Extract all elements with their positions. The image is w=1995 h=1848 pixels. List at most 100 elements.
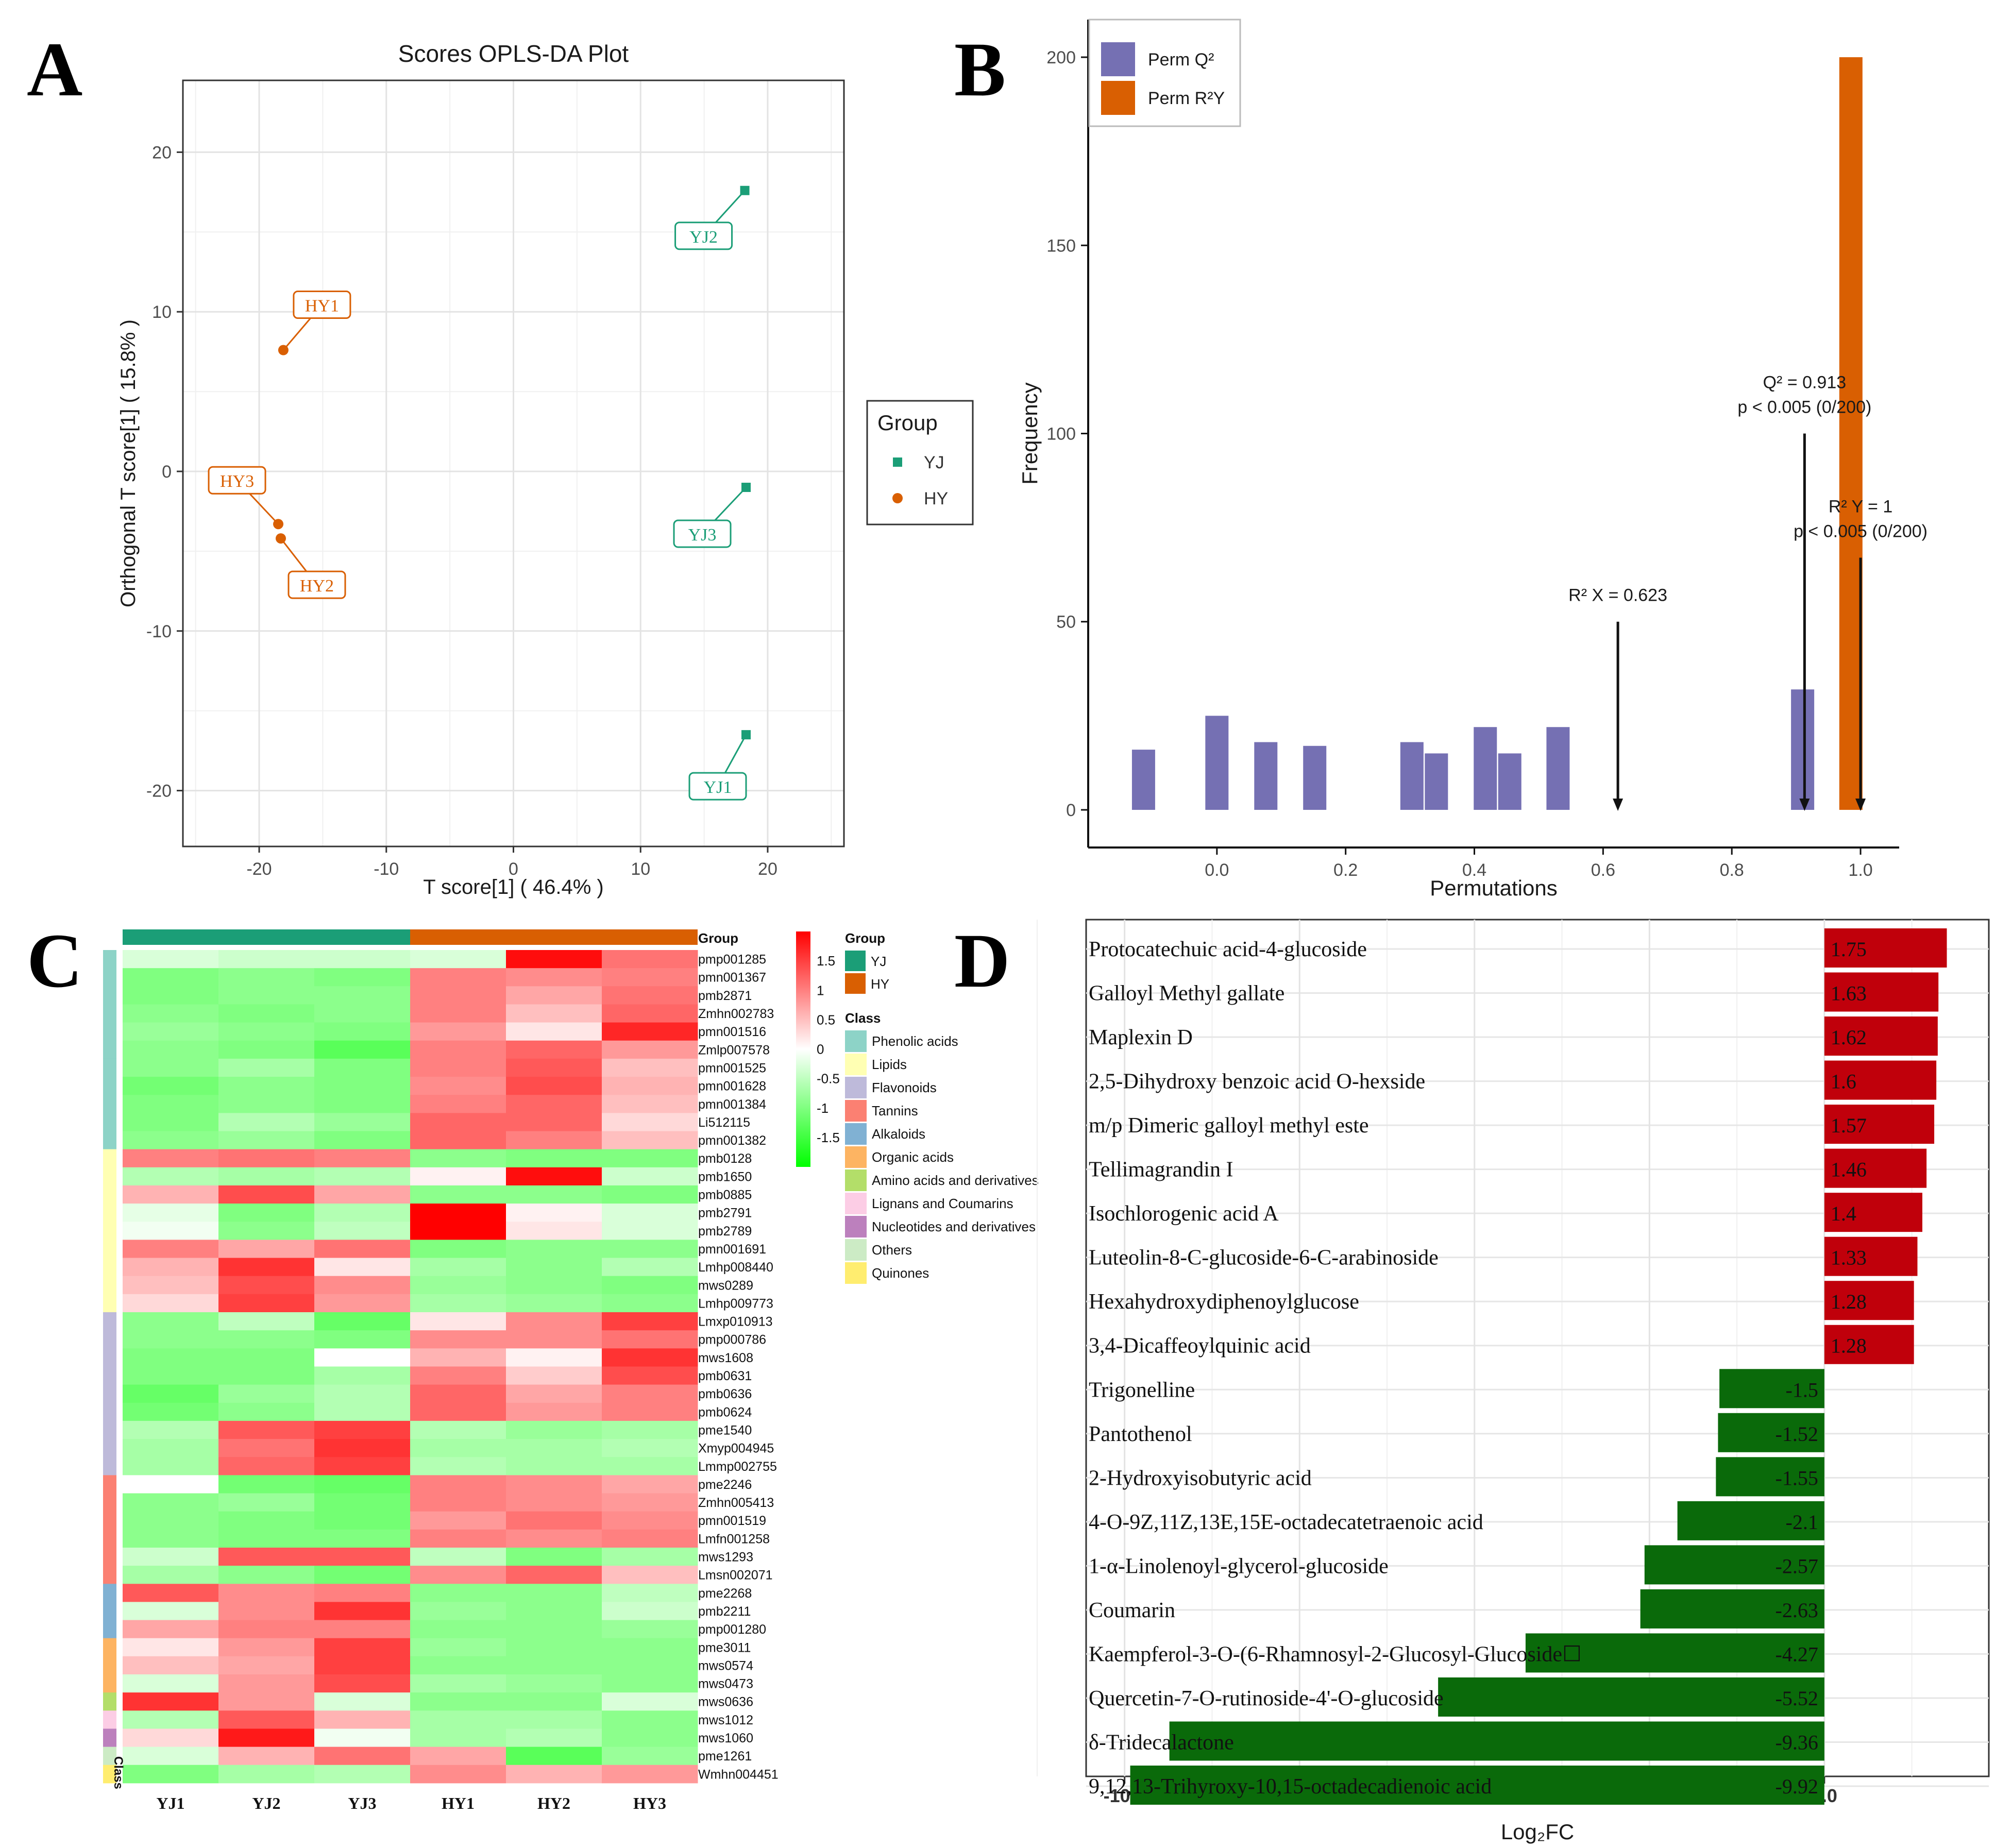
column-label: HY2 bbox=[537, 1794, 570, 1812]
heatmap-cell bbox=[410, 1384, 506, 1403]
metabolite-label: Quercetin-7-O-rutinoside-4'-O-glucoside bbox=[1089, 1687, 1444, 1710]
heatmap-cell bbox=[218, 1294, 315, 1313]
heatmap-cell bbox=[123, 1420, 219, 1439]
row-label: Lmxp010913 bbox=[698, 1315, 773, 1329]
metabolite-label: Hexahydroxydiphenoylglucose bbox=[1089, 1290, 1359, 1314]
heatmap-cell bbox=[123, 1439, 219, 1457]
row-label: pmp001280 bbox=[698, 1622, 766, 1637]
metabolite-label: δ-Tridecalactone bbox=[1089, 1731, 1234, 1754]
heatmap-cell bbox=[602, 1330, 698, 1349]
heatmap-cell bbox=[410, 986, 506, 1005]
class-strip-cell bbox=[103, 1728, 116, 1748]
heatmap-cell bbox=[123, 1258, 219, 1277]
class-strip-cell bbox=[103, 968, 116, 987]
heatmap-cell bbox=[506, 1420, 602, 1439]
row-label: Lmhp009773 bbox=[698, 1296, 773, 1311]
heatmap-cell bbox=[218, 1439, 315, 1457]
row-label: Xmyp004945 bbox=[698, 1442, 774, 1456]
class-strip-cell bbox=[103, 1584, 116, 1602]
heatmap-cell bbox=[314, 1384, 411, 1403]
heatmap-cell bbox=[218, 1710, 315, 1729]
heatmap-cell bbox=[123, 1475, 219, 1494]
heatmap-cell bbox=[602, 1203, 698, 1222]
bar-up bbox=[1824, 928, 1947, 968]
heatmap-cell bbox=[506, 1330, 602, 1349]
tick-label-y: 10 bbox=[152, 302, 172, 322]
heatmap-cell bbox=[602, 1547, 698, 1566]
point-label-box bbox=[293, 291, 351, 319]
heatmap-cell bbox=[506, 1566, 602, 1584]
heatmap-cell bbox=[123, 1022, 219, 1041]
row-label: Zmhn005413 bbox=[698, 1496, 774, 1510]
heatmap-cell bbox=[218, 1384, 315, 1403]
bar-value-label: -2.57 bbox=[1776, 1554, 1818, 1578]
heatmap-cell bbox=[314, 1203, 411, 1222]
heatmap-cell bbox=[218, 1493, 315, 1512]
heatmap-cell bbox=[410, 968, 506, 987]
heatmap-cell bbox=[602, 986, 698, 1005]
tick-label-y-b: 0 bbox=[1066, 801, 1076, 820]
heatmap-cell bbox=[410, 1747, 506, 1766]
heatmap-cell bbox=[123, 1276, 219, 1295]
heatmap-cell bbox=[123, 1710, 219, 1729]
point-label-box bbox=[674, 222, 733, 250]
bar-up bbox=[1824, 1325, 1914, 1364]
class-strip-cell bbox=[103, 1203, 116, 1222]
heatmap-cell bbox=[218, 1348, 315, 1367]
class-legend-key bbox=[845, 1054, 867, 1075]
heatmap-cell bbox=[506, 1747, 602, 1766]
row-label: pmn001691 bbox=[698, 1242, 766, 1257]
heatmap-cell bbox=[410, 1602, 506, 1621]
point-label: HY3 bbox=[220, 472, 254, 491]
heatmap-cell bbox=[123, 1602, 219, 1621]
class-strip-cell bbox=[103, 1566, 116, 1584]
legend-title-a: Group bbox=[877, 411, 938, 435]
row-label: pmn001367 bbox=[698, 971, 766, 985]
heatmap-cell bbox=[314, 968, 411, 987]
class-strip-cell bbox=[103, 1620, 116, 1639]
class-strip-cell bbox=[103, 1258, 116, 1277]
row-label: Wmhn004451 bbox=[698, 1767, 779, 1782]
heatmap-cell bbox=[218, 1131, 315, 1150]
bar-down bbox=[1438, 1677, 1824, 1717]
group-bar-hy bbox=[410, 929, 698, 945]
colorbar-tick-label: 0.5 bbox=[817, 1012, 835, 1027]
heatmap-cell bbox=[410, 1366, 506, 1385]
heatmap-cell bbox=[506, 1493, 602, 1512]
heatmap-cell bbox=[410, 1058, 506, 1077]
group-legend-label: YJ bbox=[871, 954, 886, 969]
heatmap-cell bbox=[218, 1420, 315, 1439]
heatmap-cell bbox=[123, 1366, 219, 1385]
class-legend-label: Others bbox=[872, 1242, 912, 1258]
bar-up bbox=[1824, 1236, 1918, 1276]
tick-label-x-b: 0.6 bbox=[1591, 860, 1615, 880]
row-label: mws0636 bbox=[698, 1695, 753, 1709]
heatmap-cell bbox=[218, 1276, 315, 1295]
heatmap-cell bbox=[123, 1330, 219, 1349]
heatmap-cell bbox=[602, 1149, 698, 1168]
bar-value-label: 1.62 bbox=[1831, 1026, 1867, 1049]
annotation-text: Q² = 0.913 bbox=[1763, 373, 1847, 393]
heatmap-cell bbox=[506, 1728, 602, 1748]
class-strip-cell bbox=[103, 1167, 116, 1186]
colorbar-tick-label: 1.5 bbox=[817, 953, 835, 969]
legend-key-hy bbox=[892, 493, 903, 503]
heatmap-cell bbox=[314, 1058, 411, 1077]
heatmap-cell bbox=[123, 1547, 219, 1566]
bar-value-label: 1.63 bbox=[1831, 982, 1867, 1005]
row-label: pmn001384 bbox=[698, 1097, 766, 1112]
heatmap-cell bbox=[314, 1366, 411, 1385]
heatmap-cell bbox=[602, 1276, 698, 1295]
heatmap-cell bbox=[410, 1330, 506, 1349]
heatmap-cell bbox=[123, 1312, 219, 1331]
row-label: pme1540 bbox=[698, 1423, 752, 1437]
heatmap-cell bbox=[506, 1692, 602, 1711]
heatmap-cell bbox=[218, 1511, 315, 1530]
bar-value-label: 1.57 bbox=[1831, 1114, 1867, 1137]
heatmap-cell bbox=[602, 1258, 698, 1277]
row-label: pmb0128 bbox=[698, 1151, 752, 1166]
metabolite-label: 2-Hydroxyisobutyric acid bbox=[1089, 1466, 1312, 1490]
heatmap-cell bbox=[410, 1312, 506, 1331]
class-strip-cell bbox=[103, 1149, 116, 1168]
